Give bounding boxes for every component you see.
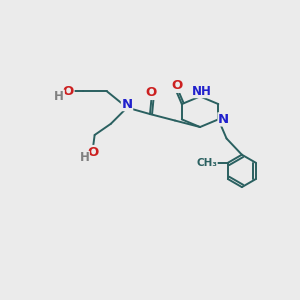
Text: O: O [88, 146, 99, 159]
Text: O: O [62, 85, 74, 98]
Text: H: H [80, 152, 89, 164]
Text: N: N [122, 98, 133, 111]
Text: O: O [146, 86, 157, 99]
Text: N: N [218, 113, 229, 126]
Text: O: O [171, 79, 182, 92]
Text: H: H [54, 90, 64, 103]
Text: NH: NH [192, 85, 212, 98]
Text: CH₃: CH₃ [196, 158, 217, 168]
